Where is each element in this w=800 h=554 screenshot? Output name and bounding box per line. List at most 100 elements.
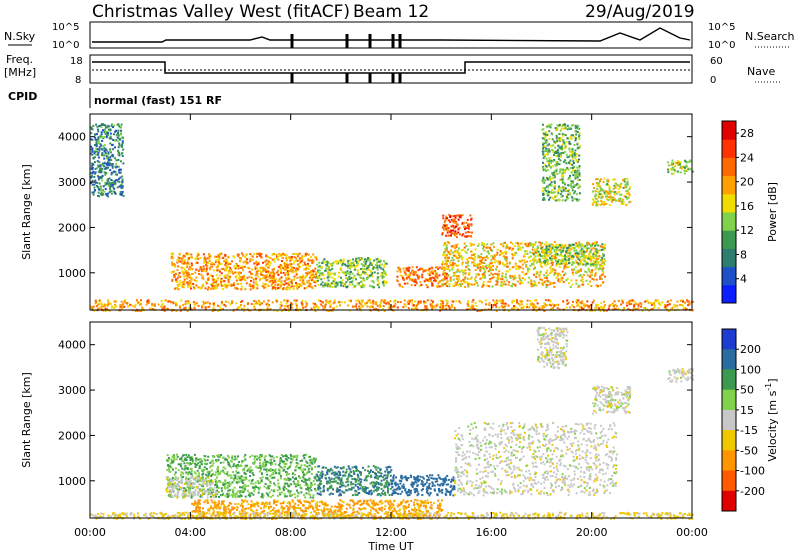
power-cell xyxy=(603,310,606,312)
power-cell xyxy=(546,304,549,307)
power-cell xyxy=(613,300,616,303)
power-cell xyxy=(265,263,268,266)
power-cell xyxy=(572,174,575,177)
power-cell xyxy=(562,168,564,171)
power-cell xyxy=(298,308,301,311)
power-cell xyxy=(577,127,580,130)
power-cell xyxy=(447,227,450,230)
power-cell xyxy=(291,258,294,261)
power-cell xyxy=(633,305,636,308)
power-cell xyxy=(352,286,355,289)
power-cell xyxy=(577,257,580,260)
power-cell xyxy=(529,264,532,267)
power-cell xyxy=(308,271,311,274)
power-cell xyxy=(676,160,679,163)
power-cell xyxy=(461,261,464,264)
power-cell xyxy=(166,308,169,311)
power-cell xyxy=(295,267,298,270)
power-cell xyxy=(296,276,299,279)
power-cell xyxy=(277,255,279,258)
power-cell xyxy=(546,160,549,163)
velocity-cell xyxy=(234,455,237,458)
power-cell xyxy=(271,288,274,291)
power-cell xyxy=(566,196,568,199)
power-cell xyxy=(289,265,292,268)
power-cell xyxy=(345,272,348,275)
power-cell xyxy=(541,241,544,244)
power-cell xyxy=(457,260,460,263)
power-cell xyxy=(578,284,580,287)
power-cell xyxy=(167,300,170,303)
power-cell xyxy=(368,299,371,302)
power-cell xyxy=(223,280,226,283)
power-cell xyxy=(282,267,285,270)
power-cell xyxy=(439,306,442,309)
power-cell xyxy=(568,161,570,164)
power-cell xyxy=(310,271,313,274)
power-cell xyxy=(205,267,208,270)
power-cell xyxy=(470,305,473,308)
power-cell xyxy=(227,301,230,304)
power-cell xyxy=(626,183,629,186)
power-cell xyxy=(371,275,374,278)
power-cell xyxy=(543,309,546,312)
power-cell xyxy=(309,276,311,279)
colorbar-swatch xyxy=(722,230,736,249)
power-cell xyxy=(589,280,592,283)
power-cell xyxy=(560,178,563,181)
power-cell xyxy=(547,245,549,248)
power-cell xyxy=(250,303,253,305)
power-cell xyxy=(280,285,282,288)
power-cell xyxy=(355,303,358,306)
power-cell xyxy=(362,271,365,273)
power-cell xyxy=(467,225,470,228)
power-cell xyxy=(445,299,448,302)
power-cell xyxy=(578,184,581,187)
power-cell xyxy=(299,257,302,260)
power-cell xyxy=(443,266,445,269)
power-cell xyxy=(439,285,442,288)
power-cell xyxy=(551,261,554,264)
power-cell xyxy=(565,266,568,269)
power-cell xyxy=(448,252,451,255)
power-cell xyxy=(326,309,329,312)
power-cell xyxy=(269,280,272,282)
power-cell xyxy=(492,264,494,267)
power-cell xyxy=(578,192,581,195)
power-cell xyxy=(244,288,247,291)
power-cell xyxy=(542,190,544,192)
power-cell xyxy=(448,241,451,244)
power-cell xyxy=(96,133,98,136)
power-cell xyxy=(453,285,456,288)
power-cell xyxy=(306,272,309,275)
power-cell xyxy=(502,251,505,254)
power-cell xyxy=(331,276,334,279)
power-cell xyxy=(596,250,599,252)
power-cell xyxy=(120,152,123,155)
power-cell xyxy=(238,273,241,276)
power-cell xyxy=(463,269,466,272)
power-cell xyxy=(457,228,460,231)
power-cell xyxy=(328,261,331,264)
power-cell xyxy=(456,275,458,278)
power-cell xyxy=(148,300,151,303)
power-cell xyxy=(264,265,267,268)
power-cell xyxy=(555,272,558,275)
power-cell xyxy=(601,243,604,246)
velocity-cell xyxy=(215,471,218,474)
power-cell xyxy=(285,272,288,275)
power-cell xyxy=(375,303,378,306)
power-cell xyxy=(101,162,104,165)
power-cell xyxy=(545,283,547,286)
power-cell xyxy=(549,165,552,168)
power-cell xyxy=(542,178,545,181)
power-cell xyxy=(549,272,551,274)
power-cell xyxy=(601,261,604,264)
velocity-cell xyxy=(228,474,231,477)
power-cell xyxy=(269,308,272,311)
power-cell xyxy=(117,134,120,137)
power-cell xyxy=(455,281,458,284)
power-cell xyxy=(535,248,538,251)
power-cell xyxy=(361,300,364,303)
